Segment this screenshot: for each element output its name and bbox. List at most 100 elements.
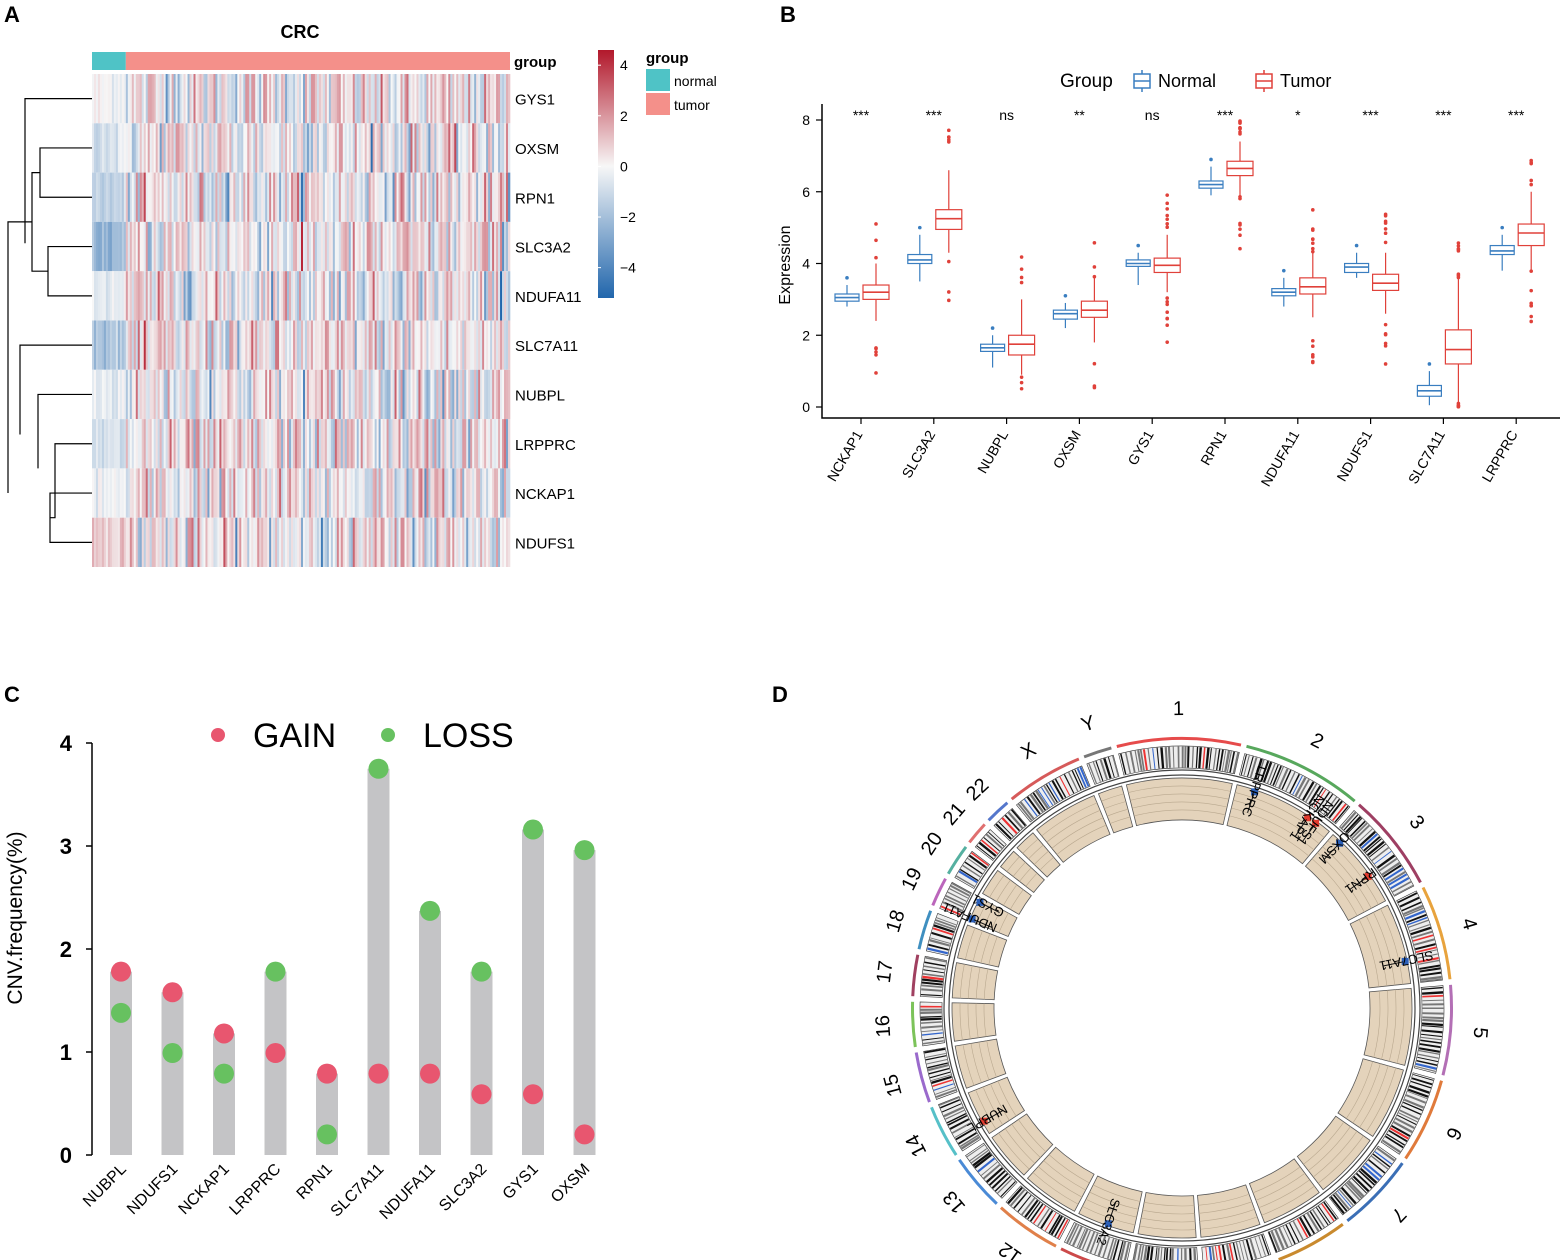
- ideogram-stripe: [1403, 1101, 1423, 1112]
- heatmap-cell: [364, 172, 367, 222]
- heatmap-cell: [312, 468, 316, 518]
- heatmap-cell: [119, 369, 123, 420]
- heatmap-gene-label: LRPPRC: [515, 437, 576, 454]
- heatmap-cell: [97, 320, 101, 370]
- heatmap-cell: [506, 123, 509, 173]
- outlier-point: [1529, 182, 1533, 187]
- heatmap-cell: [293, 419, 296, 469]
- heatmap-cell: [318, 221, 322, 272]
- gain-point: [420, 1063, 440, 1084]
- heatmap-cell: [185, 74, 188, 124]
- heatmap-cell: [105, 369, 109, 420]
- heatmap-cell: [418, 74, 421, 124]
- heatmap-cell: [219, 271, 222, 321]
- heatmap-cell: [99, 369, 103, 420]
- ideogram-stripe: [1421, 1029, 1443, 1034]
- heatmap-cell: [201, 419, 204, 469]
- box-normal: [1343, 252, 1370, 278]
- heatmap-cell: [189, 320, 192, 370]
- legend-swatch-tumor: [646, 93, 670, 115]
- ideogram-stripe: [1240, 754, 1247, 776]
- heatmap-cell: [165, 517, 168, 567]
- heatmap-cell: [209, 517, 212, 567]
- outlier-point: [874, 238, 878, 243]
- heatmap-cell: [376, 369, 379, 420]
- heatmap-cell: [476, 369, 479, 420]
- heatmap-cell: [201, 123, 204, 173]
- heatmap-cell: [354, 369, 358, 420]
- heatmap-cell: [388, 271, 391, 321]
- heatmap-cell: [209, 271, 212, 321]
- heatmap-cell: [466, 74, 469, 124]
- heatmap-cell: [350, 419, 354, 469]
- heatmap-cell: [161, 74, 164, 124]
- heatmap-cell: [215, 517, 218, 567]
- heatmap-cell: [438, 271, 441, 321]
- heatmap-cell: [253, 123, 256, 173]
- heatmap-cell: [332, 369, 336, 420]
- heatmap-cell: [460, 271, 463, 321]
- ideogram-stripe: [1266, 763, 1276, 784]
- heatmap-cell: [267, 419, 270, 469]
- heatmap-cell: [271, 369, 274, 420]
- ideogram-band: [1201, 1233, 1272, 1260]
- heatmap-cell: [470, 320, 473, 370]
- heatmap-cell: [336, 517, 340, 567]
- ideogram-stripe: [1407, 1088, 1429, 1098]
- heatmap-cell: [488, 271, 491, 321]
- heatmap-cell: [193, 221, 196, 272]
- heatmap-cell: [360, 320, 363, 370]
- heatmap-cell: [372, 172, 375, 222]
- heatmap-cell: [422, 320, 425, 370]
- heatmap-cell: [285, 419, 288, 469]
- heatmap-cell: [398, 369, 401, 420]
- heatmap-cell: [328, 271, 332, 321]
- ideogram-stripe: [959, 1134, 979, 1148]
- heatmap-cell: [462, 468, 465, 518]
- heatmap-cell: [241, 172, 244, 222]
- heatmap-cell: [446, 320, 449, 370]
- heatmap-cell: [195, 74, 198, 124]
- heatmap-cell: [119, 221, 123, 272]
- heatmap-cell: [113, 172, 117, 222]
- heatmap-cell: [255, 221, 258, 272]
- heatmap-cell: [334, 221, 338, 272]
- ideogram-stripe: [1092, 761, 1101, 782]
- ideogram-stripe: [936, 917, 957, 926]
- heatmap-cell: [396, 517, 399, 567]
- heatmap-cell: [211, 74, 214, 124]
- heatmap-cell: [173, 517, 176, 567]
- ideogram-stripe: [920, 1008, 942, 1011]
- heatmap-cell: [318, 123, 322, 173]
- heatmap-cell: [271, 172, 274, 222]
- heatmap-cell: [380, 271, 383, 321]
- heatmap-cell: [183, 123, 186, 173]
- heatmap-cell: [418, 468, 421, 518]
- heatmap-cell: [374, 369, 377, 420]
- marker-point: [1251, 788, 1259, 796]
- heatmap-cell: [287, 123, 290, 173]
- ideogram-stripe: [1334, 1192, 1350, 1210]
- heatmap-cell: [95, 74, 99, 124]
- heatmap-cell: [332, 271, 336, 321]
- heatmap-cell: [93, 221, 97, 272]
- heatmap-cell: [370, 320, 373, 370]
- ideogram-stripe: [1420, 978, 1442, 983]
- heatmap-cell: [318, 172, 322, 222]
- heatmap-cell: [362, 369, 365, 420]
- heatmap-cell: [193, 468, 196, 518]
- heatmap-cell: [143, 221, 147, 272]
- ideogram-stripe: [1156, 1247, 1160, 1260]
- heatmap-cell: [255, 468, 258, 518]
- heatmap-cell: [211, 369, 214, 420]
- heatmap-cell: [370, 419, 373, 469]
- heatmap-cell: [265, 419, 268, 469]
- heatmap-cell: [229, 221, 232, 272]
- chromosome-label: 20: [917, 829, 948, 860]
- heatmap-cell: [199, 74, 202, 124]
- heatmap-cell: [279, 320, 282, 370]
- heatmap-cell: [352, 419, 356, 469]
- heatmap-cell: [308, 320, 312, 370]
- chromosome-label: 19: [897, 864, 926, 894]
- heatmap-cell: [271, 517, 274, 567]
